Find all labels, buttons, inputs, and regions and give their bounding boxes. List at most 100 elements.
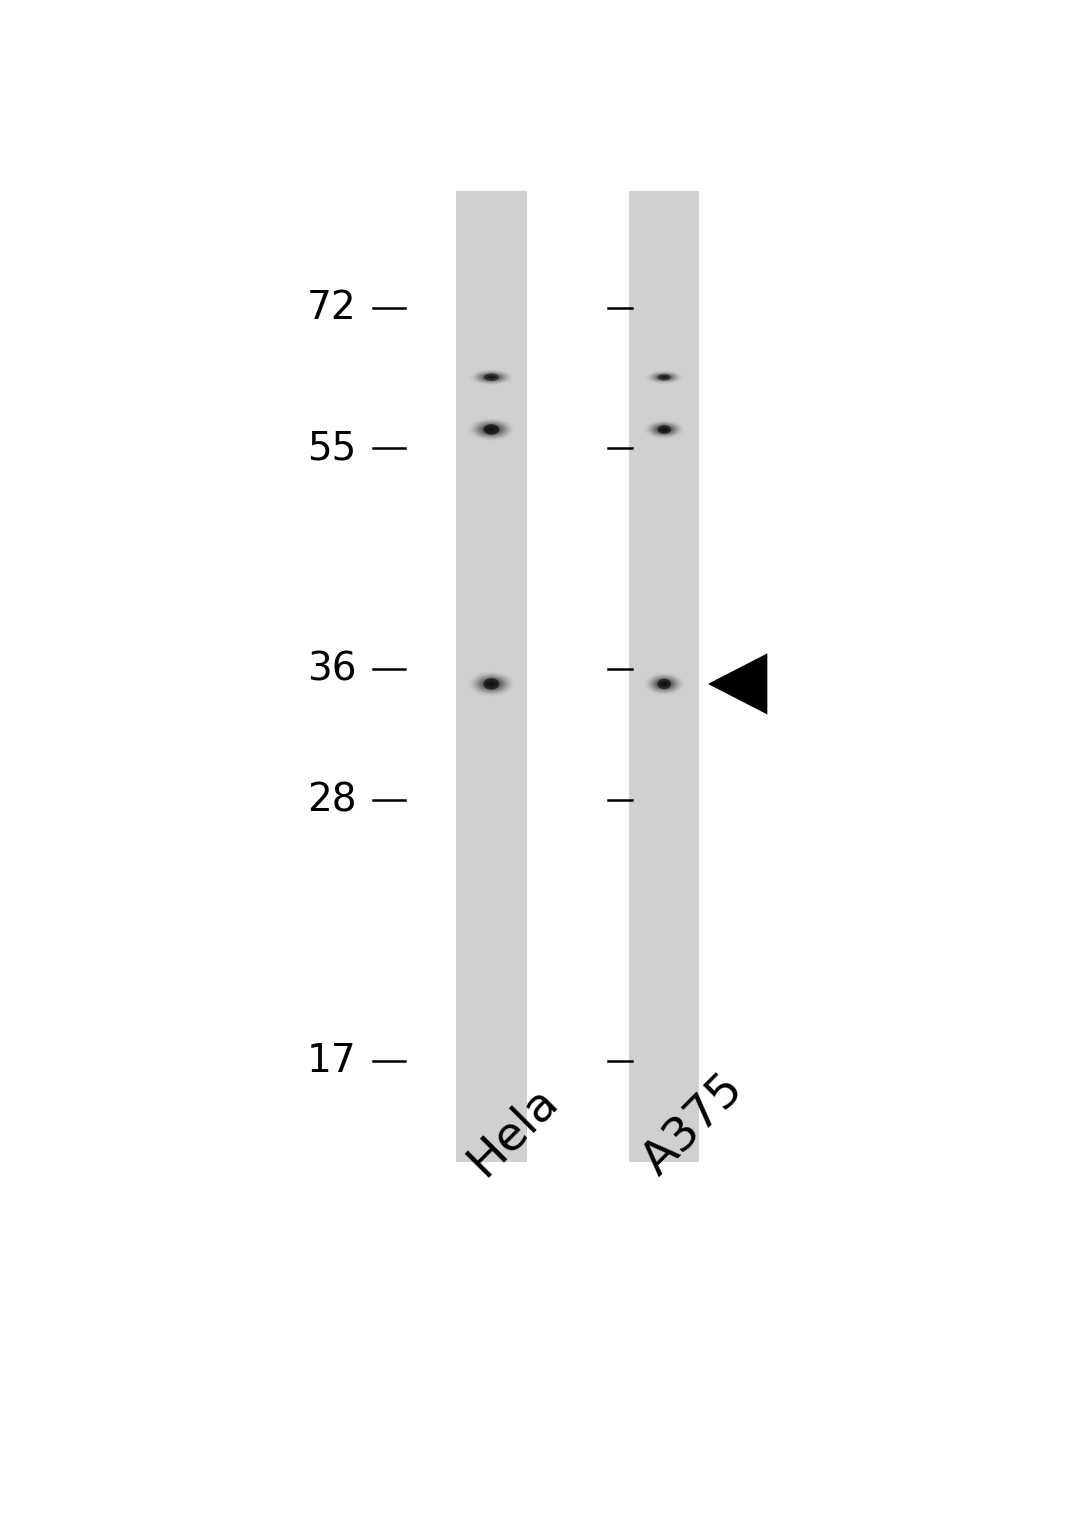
Ellipse shape <box>478 424 504 436</box>
Ellipse shape <box>658 425 671 434</box>
Ellipse shape <box>646 420 683 437</box>
Ellipse shape <box>481 373 502 381</box>
Ellipse shape <box>486 375 497 379</box>
Ellipse shape <box>661 376 667 379</box>
Text: 72: 72 <box>307 289 356 327</box>
Ellipse shape <box>656 375 673 381</box>
Ellipse shape <box>467 368 516 387</box>
Ellipse shape <box>476 372 507 382</box>
Ellipse shape <box>656 679 673 688</box>
Ellipse shape <box>475 372 508 384</box>
Bar <box>457 191 527 1162</box>
Ellipse shape <box>652 424 676 436</box>
Ellipse shape <box>489 376 495 378</box>
Ellipse shape <box>649 372 679 382</box>
Ellipse shape <box>662 428 666 431</box>
Ellipse shape <box>654 425 674 434</box>
Ellipse shape <box>646 370 683 384</box>
Ellipse shape <box>467 670 516 697</box>
Ellipse shape <box>484 679 499 690</box>
Ellipse shape <box>654 679 674 690</box>
Ellipse shape <box>474 370 509 384</box>
Ellipse shape <box>473 420 510 439</box>
Ellipse shape <box>653 677 675 690</box>
Ellipse shape <box>647 372 681 384</box>
Ellipse shape <box>487 376 496 379</box>
Ellipse shape <box>659 375 670 379</box>
Ellipse shape <box>486 680 497 687</box>
Ellipse shape <box>488 428 495 431</box>
Ellipse shape <box>472 673 511 694</box>
Ellipse shape <box>644 419 685 439</box>
Ellipse shape <box>658 680 671 688</box>
Ellipse shape <box>467 417 516 442</box>
Ellipse shape <box>654 375 674 381</box>
Ellipse shape <box>484 373 499 381</box>
Ellipse shape <box>476 676 507 693</box>
Ellipse shape <box>490 683 492 685</box>
Ellipse shape <box>648 674 680 693</box>
Text: 17: 17 <box>307 1041 356 1079</box>
Ellipse shape <box>646 674 683 694</box>
Ellipse shape <box>473 674 510 694</box>
Text: 28: 28 <box>307 781 356 820</box>
Ellipse shape <box>484 375 500 381</box>
Ellipse shape <box>652 677 676 691</box>
Ellipse shape <box>474 674 509 693</box>
Ellipse shape <box>648 422 680 437</box>
Ellipse shape <box>645 673 684 696</box>
Ellipse shape <box>658 375 671 379</box>
Ellipse shape <box>660 376 669 379</box>
Ellipse shape <box>647 674 681 694</box>
Ellipse shape <box>658 679 671 690</box>
Ellipse shape <box>485 427 499 433</box>
Ellipse shape <box>483 425 500 434</box>
Ellipse shape <box>659 682 670 687</box>
Ellipse shape <box>650 676 679 693</box>
Ellipse shape <box>469 419 514 440</box>
Ellipse shape <box>472 420 511 439</box>
Ellipse shape <box>477 422 505 436</box>
Ellipse shape <box>645 370 684 384</box>
Ellipse shape <box>470 370 513 385</box>
Ellipse shape <box>473 370 511 384</box>
Ellipse shape <box>468 417 515 442</box>
Polygon shape <box>708 653 767 714</box>
Ellipse shape <box>643 419 686 440</box>
Ellipse shape <box>468 671 515 697</box>
Ellipse shape <box>486 427 497 433</box>
Ellipse shape <box>645 420 684 439</box>
Ellipse shape <box>657 680 672 688</box>
Ellipse shape <box>485 375 498 379</box>
Ellipse shape <box>488 682 495 685</box>
Ellipse shape <box>469 368 514 385</box>
Ellipse shape <box>653 424 675 434</box>
Ellipse shape <box>650 422 679 436</box>
Ellipse shape <box>484 424 499 434</box>
Ellipse shape <box>482 373 501 381</box>
Ellipse shape <box>476 422 507 437</box>
Ellipse shape <box>658 427 671 433</box>
Ellipse shape <box>653 373 675 381</box>
Text: Hela: Hela <box>460 1078 567 1185</box>
Ellipse shape <box>481 424 502 434</box>
Ellipse shape <box>657 427 672 433</box>
Ellipse shape <box>647 422 681 437</box>
Ellipse shape <box>478 677 504 691</box>
Ellipse shape <box>644 673 685 696</box>
Ellipse shape <box>485 680 499 688</box>
Ellipse shape <box>469 671 514 696</box>
Ellipse shape <box>471 673 513 696</box>
Ellipse shape <box>643 671 686 696</box>
Ellipse shape <box>659 427 670 431</box>
Ellipse shape <box>662 682 666 685</box>
Text: A375: A375 <box>635 1066 753 1185</box>
Ellipse shape <box>482 425 501 434</box>
Ellipse shape <box>652 373 676 381</box>
Bar <box>629 191 700 1162</box>
Ellipse shape <box>651 424 677 436</box>
Ellipse shape <box>471 419 513 440</box>
Ellipse shape <box>483 679 500 688</box>
Ellipse shape <box>481 677 502 690</box>
Ellipse shape <box>474 420 509 437</box>
